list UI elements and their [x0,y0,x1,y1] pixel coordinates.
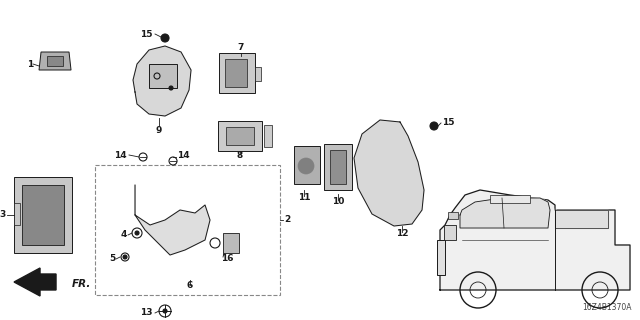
Polygon shape [354,120,424,226]
Circle shape [298,158,314,174]
FancyBboxPatch shape [22,185,64,245]
FancyBboxPatch shape [264,125,272,147]
FancyBboxPatch shape [324,144,352,190]
Text: 11: 11 [298,194,310,203]
Polygon shape [39,52,71,70]
Text: FR.: FR. [72,279,92,289]
Text: 16Z4B1370A: 16Z4B1370A [582,303,632,312]
Polygon shape [440,190,630,290]
Text: 9: 9 [156,125,162,134]
FancyBboxPatch shape [255,67,261,81]
Text: 4: 4 [121,230,127,239]
FancyBboxPatch shape [14,203,20,225]
FancyBboxPatch shape [490,195,530,203]
Text: 2: 2 [284,215,291,225]
FancyBboxPatch shape [47,56,63,66]
Circle shape [135,231,139,235]
Circle shape [169,86,173,90]
Text: 7: 7 [238,43,244,52]
FancyBboxPatch shape [444,225,456,240]
Circle shape [161,34,169,42]
Text: 15: 15 [141,29,153,38]
FancyBboxPatch shape [223,233,239,253]
Text: 16: 16 [221,254,234,263]
FancyBboxPatch shape [14,177,72,253]
FancyBboxPatch shape [218,121,262,151]
Text: 6: 6 [187,282,193,291]
Circle shape [163,309,167,313]
Text: 12: 12 [396,229,408,238]
FancyBboxPatch shape [448,212,458,219]
Text: 14: 14 [177,150,189,159]
Polygon shape [135,185,210,255]
Text: 10: 10 [332,197,344,206]
Polygon shape [14,268,56,296]
FancyBboxPatch shape [330,150,346,184]
Text: 5: 5 [109,254,115,263]
FancyBboxPatch shape [149,64,177,88]
Polygon shape [555,208,608,228]
Text: 1: 1 [27,60,33,68]
Polygon shape [460,198,550,228]
Polygon shape [133,46,191,116]
FancyBboxPatch shape [225,59,247,87]
FancyBboxPatch shape [219,53,255,93]
Circle shape [123,255,127,259]
Text: 14: 14 [115,150,127,159]
FancyBboxPatch shape [226,127,254,145]
Text: 13: 13 [141,308,153,317]
Circle shape [430,122,438,130]
Text: 8: 8 [237,150,243,159]
FancyBboxPatch shape [294,146,320,184]
FancyBboxPatch shape [437,240,445,275]
Text: 3: 3 [0,211,6,220]
Text: 15: 15 [442,117,454,126]
